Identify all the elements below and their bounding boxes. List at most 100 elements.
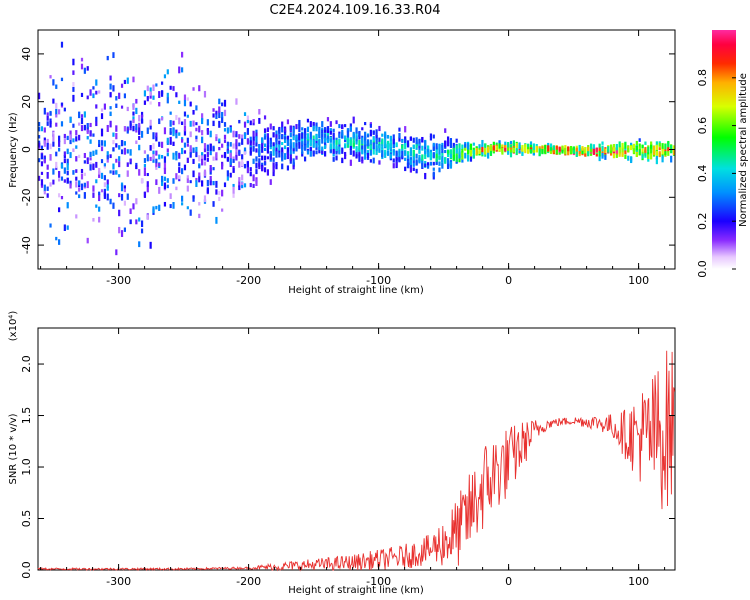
spectrogram-cell (329, 128, 332, 133)
spectrogram-cell (624, 142, 627, 149)
spectrogram-cell (592, 148, 596, 155)
spectrogram-cell (149, 119, 152, 127)
spectrogram-cell (395, 161, 398, 167)
spectrogram-cell (115, 96, 118, 101)
spectrogram-cell (198, 172, 201, 177)
spectrogram-cell (432, 134, 435, 139)
spectrogram-cell (321, 146, 324, 154)
spectrogram-cell (518, 142, 521, 150)
spectrogram-cell (263, 128, 267, 133)
spectrogram-cell (309, 143, 312, 147)
spectrogram-cell (289, 142, 292, 149)
spectrogram-cell (286, 119, 290, 125)
spectrogram-cell (92, 86, 95, 90)
figure-title: C2E4.2024.109.16.33.R04 (269, 3, 440, 18)
spectrogram-cell (209, 130, 212, 138)
spectrogram-cell (266, 169, 269, 176)
spectrogram-cell (312, 121, 315, 126)
spectrogram-cell (152, 206, 155, 214)
spectrogram-cell (55, 151, 58, 157)
spectrogram-cell (369, 122, 372, 126)
spectrogram-cell (572, 146, 576, 151)
spectrogram-cell (610, 144, 613, 151)
spectrogram-cell (272, 157, 275, 162)
spectrogram-cell (572, 149, 576, 154)
spectrogram-cell (63, 133, 66, 139)
spectrogram-cell (412, 167, 415, 171)
spectrogram-cell (112, 202, 115, 209)
spectrogram-cell (46, 138, 49, 146)
spectrogram-cell (658, 151, 661, 158)
spectrogram-cell (221, 208, 224, 212)
spectrogram-cell (229, 127, 232, 133)
spectrogram-cell (321, 133, 324, 140)
spectrogram-cell (143, 191, 147, 198)
spectrogram-cell (338, 138, 341, 144)
spectrogram-cell (181, 121, 184, 126)
spectrogram-cell (132, 103, 135, 110)
spectrogram-cell (406, 155, 410, 160)
spectrogram-cell (655, 157, 658, 165)
spectrogram-cell (103, 175, 106, 181)
spectrogram-cell (398, 127, 401, 132)
spectrogram-cell (321, 136, 324, 144)
spectrogram-cell (263, 167, 267, 173)
spectrogram-cell (498, 140, 501, 147)
spectrogram-cell (421, 158, 424, 165)
spectrogram-cell (418, 138, 421, 144)
spectrogram-cell (201, 180, 204, 187)
spectrogram-cell (241, 154, 244, 160)
spectrogram-cell (369, 139, 372, 147)
spectrogram-cell (441, 163, 444, 169)
spectrogram-cell (69, 134, 72, 140)
spectrogram-y-tick-label: -20 (20, 188, 33, 206)
spectrogram-cell (72, 94, 75, 102)
spectrogram-cell (255, 142, 258, 147)
spectrogram-cell (112, 170, 115, 175)
spectrogram-y-tick-label: 20 (20, 95, 33, 109)
spectrogram-cell (655, 144, 658, 151)
spectrogram-cell (181, 202, 184, 206)
spectrogram-cell (241, 159, 244, 167)
spectrogram-cell (478, 144, 481, 149)
spectrogram-cell (415, 168, 418, 174)
spectrogram-cell (366, 152, 370, 159)
spectrogram-cell (103, 192, 106, 199)
spectrogram-cell (201, 158, 204, 166)
spectrogram-cell (235, 139, 238, 145)
spectrogram-cell (575, 147, 578, 155)
spectrogram-cell (126, 193, 129, 200)
spectrogram-cell (324, 127, 327, 133)
spectrogram-cell (195, 177, 198, 182)
spectrogram-cell (60, 176, 64, 181)
spectrogram-cell (175, 129, 178, 135)
spectrogram-cell (209, 175, 212, 182)
spectrogram-cell (615, 151, 618, 158)
spectrogram-cell (106, 157, 109, 163)
spectrogram-cell (212, 156, 215, 161)
spectrogram-cell (312, 135, 315, 140)
spectrogram-cell (186, 97, 189, 101)
spectrogram-cell (123, 185, 126, 189)
spectrogram-cell (223, 122, 227, 127)
spectrogram-cell (92, 218, 95, 222)
spectrogram-cell (201, 136, 204, 144)
spectrogram-cell (321, 129, 324, 134)
spectrogram-cell (195, 135, 198, 140)
colorbar-tick-label: 0.6 (696, 117, 709, 135)
spectrogram-cell (341, 147, 344, 154)
spectrogram-cell (80, 63, 84, 70)
spectrogram-cell (100, 128, 104, 133)
spectrogram-cell (255, 156, 258, 162)
spectrogram-cell (432, 152, 435, 159)
spectrogram-cell (429, 133, 433, 138)
spectrogram-cell (272, 162, 275, 168)
spectrogram-cell (66, 170, 69, 176)
spectrogram-cell (98, 191, 101, 196)
spectrogram-cell (364, 121, 367, 126)
spectrogram-cell (446, 163, 450, 170)
spectrogram-cell (406, 157, 410, 161)
spectrogram-cell (229, 158, 232, 166)
spectrogram-cell (432, 161, 435, 166)
spectrogram-cell (226, 156, 229, 162)
